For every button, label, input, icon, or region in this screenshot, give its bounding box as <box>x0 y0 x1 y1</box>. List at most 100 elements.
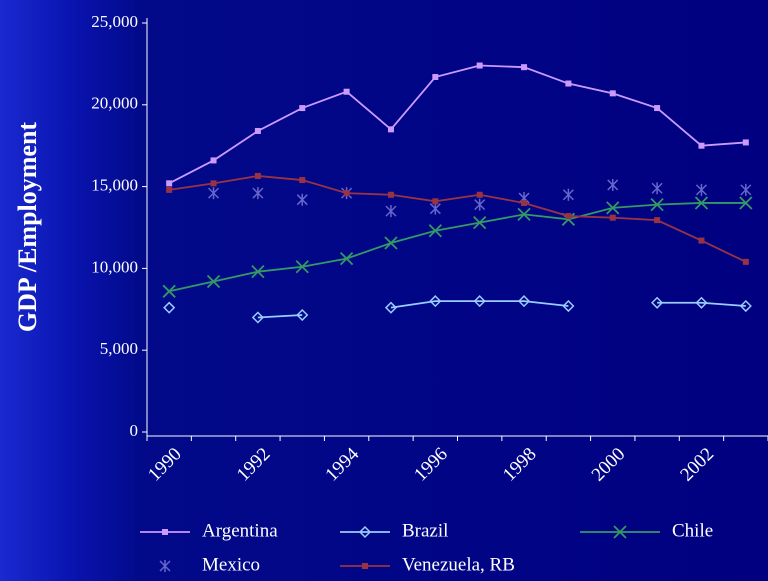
data-point <box>651 296 664 309</box>
data-point <box>650 197 664 212</box>
series <box>162 196 753 298</box>
data-point <box>385 205 397 218</box>
data-point <box>739 196 753 210</box>
data-point <box>432 73 439 80</box>
legend-marker <box>159 560 171 572</box>
series-line <box>168 202 746 293</box>
legend-item: Venezuela, RB <box>340 554 515 575</box>
x-tick-label: 1994 <box>322 443 364 485</box>
data-point <box>251 311 264 324</box>
x-tick-label: 1990 <box>144 444 186 486</box>
legend-item: Argentina <box>140 520 278 541</box>
legend-label: Mexico <box>202 554 260 575</box>
data-point <box>384 236 398 250</box>
legend-item: Mexico <box>159 554 260 575</box>
data-point <box>387 126 394 133</box>
data-point <box>698 142 705 149</box>
series <box>166 62 749 187</box>
data-point <box>206 274 221 289</box>
data-point <box>695 296 708 309</box>
data-point <box>429 202 441 215</box>
data-point <box>474 198 486 211</box>
data-point <box>432 198 439 205</box>
y-tick-label: 0 <box>130 421 139 440</box>
data-point <box>339 251 354 266</box>
data-point <box>742 139 749 146</box>
x-tick-label: 1996 <box>410 444 452 486</box>
series <box>163 295 752 324</box>
legend-label: Venezuela, RB <box>402 554 515 575</box>
data-point <box>254 172 261 179</box>
data-point <box>166 186 173 193</box>
data-point <box>517 295 531 308</box>
data-point <box>299 177 306 184</box>
x-tick-label: 2002 <box>676 444 718 486</box>
data-point <box>254 127 261 134</box>
y-tick-label: 10,000 <box>91 257 138 276</box>
y-axis-title: GDP /Employment <box>13 122 42 333</box>
data-point <box>698 237 705 244</box>
data-point <box>694 196 709 210</box>
series <box>208 178 752 218</box>
data-point <box>740 183 752 196</box>
data-point <box>609 90 616 97</box>
data-point <box>606 201 620 215</box>
x-tick-label: 1992 <box>233 444 275 486</box>
data-point <box>295 260 309 274</box>
legend-marker <box>613 525 627 539</box>
data-point <box>299 105 306 112</box>
data-point <box>521 199 528 206</box>
data-point <box>473 215 487 230</box>
y-tick-label: 5,000 <box>100 339 138 358</box>
legend-marker <box>362 563 368 569</box>
y-tick-label: 25,000 <box>91 12 138 31</box>
x-tick-label: 1998 <box>499 444 541 486</box>
data-point <box>695 183 707 196</box>
legend-item: Chile <box>580 520 713 541</box>
data-point <box>521 64 528 71</box>
series <box>166 172 749 265</box>
data-point <box>609 214 616 221</box>
legend-label: Brazil <box>402 520 448 541</box>
series-line <box>257 300 746 319</box>
data-point <box>476 62 483 69</box>
data-point <box>210 157 217 164</box>
data-point <box>607 178 619 191</box>
data-point <box>296 308 309 322</box>
data-point <box>742 258 749 265</box>
data-point <box>654 217 661 224</box>
data-point <box>739 299 752 313</box>
data-point <box>251 265 265 279</box>
series-line <box>169 175 747 263</box>
data-point <box>476 191 483 198</box>
legend-item: Brazil <box>340 520 448 541</box>
data-point <box>343 190 350 197</box>
data-point <box>428 224 442 238</box>
data-point <box>166 180 173 187</box>
data-point <box>562 188 574 201</box>
legend-marker <box>162 529 168 535</box>
data-point <box>517 207 531 222</box>
data-point <box>654 105 661 112</box>
y-tick-label: 20,000 <box>91 94 138 113</box>
data-point <box>429 295 442 308</box>
data-point <box>565 80 572 87</box>
data-point <box>473 295 486 308</box>
legend-label: Chile <box>672 520 713 541</box>
x-tick-label: 2000 <box>588 444 630 486</box>
data-point <box>651 182 663 195</box>
data-point <box>296 193 308 206</box>
legend-marker <box>358 525 372 539</box>
legend-label: Argentina <box>202 520 278 541</box>
data-point <box>252 187 264 200</box>
data-point <box>384 301 398 314</box>
series-line <box>168 64 746 185</box>
data-point <box>343 88 350 95</box>
data-point <box>208 187 220 200</box>
data-point <box>162 284 176 298</box>
y-tick-label: 15,000 <box>91 176 138 195</box>
data-point <box>565 213 572 220</box>
data-point <box>562 299 575 313</box>
data-point <box>210 180 217 187</box>
